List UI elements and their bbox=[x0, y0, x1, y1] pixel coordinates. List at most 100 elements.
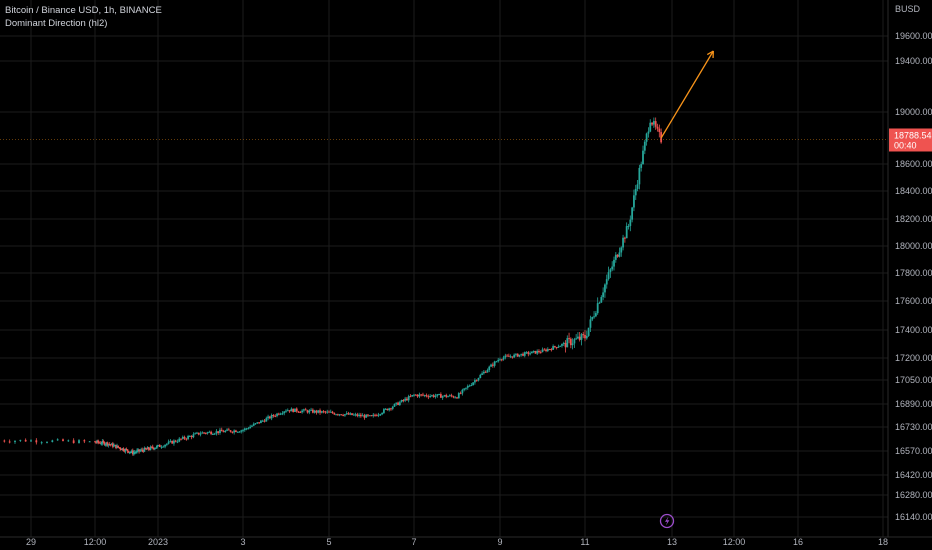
candle-body bbox=[465, 387, 467, 389]
candle-body bbox=[125, 448, 128, 450]
candle-body bbox=[585, 335, 588, 339]
candle-body bbox=[156, 445, 158, 448]
candle-body bbox=[561, 343, 563, 346]
price-tick-label: 18200.00 bbox=[895, 214, 932, 224]
chart-legend: Bitcoin / Binance USD, 1h, BINANCE Domin… bbox=[5, 4, 162, 30]
candle-body bbox=[113, 445, 115, 447]
candle-body bbox=[616, 254, 619, 257]
candle-body bbox=[152, 448, 155, 450]
indicator-label[interactable]: Dominant Direction (hl2) bbox=[5, 18, 108, 29]
candle-body bbox=[372, 414, 375, 416]
candle-body bbox=[418, 394, 421, 397]
candle-body bbox=[286, 410, 289, 412]
candle-body bbox=[96, 440, 98, 443]
price-tick-label: 19600.00 bbox=[895, 31, 932, 41]
candle-body bbox=[445, 395, 448, 397]
candle-body bbox=[219, 429, 221, 433]
candle-body bbox=[297, 411, 300, 413]
candle-body bbox=[162, 446, 165, 448]
candle-body bbox=[550, 349, 553, 351]
candle-body bbox=[472, 382, 475, 385]
candle-body bbox=[320, 411, 323, 413]
candle-body bbox=[138, 449, 140, 452]
candle-body bbox=[447, 396, 449, 398]
candle-body bbox=[623, 237, 626, 239]
candle-body bbox=[640, 164, 643, 168]
candle-body bbox=[484, 371, 487, 373]
candle-body bbox=[656, 126, 659, 129]
candle-body bbox=[622, 237, 624, 248]
candle-body bbox=[190, 435, 193, 438]
candle-body bbox=[497, 359, 500, 362]
candle-body bbox=[143, 447, 146, 452]
candle-body bbox=[429, 395, 432, 398]
candle-body bbox=[319, 410, 321, 413]
candle-body bbox=[481, 373, 483, 375]
candle-body bbox=[208, 431, 211, 433]
candle-body bbox=[67, 440, 70, 442]
candle-body bbox=[529, 353, 532, 355]
candle-body bbox=[381, 412, 384, 415]
trend-arrow bbox=[660, 50, 714, 139]
candlestick-series bbox=[3, 117, 663, 456]
candle-body bbox=[352, 414, 355, 416]
candle-body bbox=[443, 395, 446, 397]
candle-body bbox=[618, 252, 621, 257]
candle-body bbox=[534, 350, 537, 354]
candle-body bbox=[279, 413, 282, 415]
price-axis[interactable]: BUSD 19600.00 19400.00 19000.00 18600.00 1840… bbox=[887, 0, 932, 537]
candle-body bbox=[571, 343, 574, 346]
candle-body bbox=[382, 409, 385, 413]
candle-body bbox=[634, 188, 637, 196]
candle-body bbox=[243, 428, 246, 431]
arrow-head bbox=[706, 50, 714, 56]
time-tick-label: 2023 bbox=[148, 537, 168, 547]
candle-body bbox=[344, 414, 346, 416]
candle-body bbox=[379, 414, 382, 416]
candle-body bbox=[577, 336, 579, 339]
candle-body bbox=[552, 346, 555, 350]
candle-body bbox=[488, 366, 491, 371]
price-tick-label: 16280.00 bbox=[895, 490, 932, 500]
candle-body bbox=[631, 207, 634, 220]
symbol-title[interactable]: Bitcoin / Binance USD, 1h, BINANCE bbox=[5, 5, 162, 16]
candle-body bbox=[260, 420, 262, 424]
candle-body bbox=[120, 449, 123, 451]
candle-body bbox=[329, 411, 332, 413]
candle-body bbox=[148, 449, 151, 451]
candle-body bbox=[553, 346, 556, 348]
candle-body bbox=[602, 292, 605, 298]
time-axis[interactable]: 29 12:00 2023 3 5 7 9 11 13 12:00 16 18 bbox=[0, 536, 932, 547]
candle-body bbox=[99, 442, 102, 444]
candle-body bbox=[649, 122, 652, 132]
candle-body bbox=[144, 447, 147, 449]
time-tick-label: 7 bbox=[411, 537, 416, 547]
lightning-icon[interactable] bbox=[659, 513, 675, 529]
candle-body bbox=[359, 414, 362, 417]
candle-body bbox=[568, 338, 570, 340]
candle-body bbox=[548, 349, 551, 351]
candle-body bbox=[658, 128, 661, 133]
candle-body bbox=[589, 319, 592, 328]
candle-body bbox=[582, 334, 585, 336]
candle-body bbox=[116, 445, 118, 449]
candle-body bbox=[160, 446, 163, 448]
candle-body bbox=[164, 444, 166, 447]
candle-body bbox=[555, 347, 558, 349]
candle-body bbox=[236, 431, 239, 433]
price-tick-label: 19000.00 bbox=[895, 107, 932, 117]
candle-body bbox=[140, 449, 143, 451]
time-tick-label: 13 bbox=[667, 537, 677, 547]
candle-body bbox=[614, 254, 617, 260]
candle-body bbox=[349, 413, 352, 415]
candle-body bbox=[240, 430, 243, 432]
candle-body bbox=[638, 167, 641, 185]
candle-body bbox=[150, 446, 153, 448]
candle-body bbox=[604, 284, 606, 293]
candle-body bbox=[596, 303, 599, 314]
candle-body bbox=[611, 266, 614, 270]
price-tick-label: 18000.00 bbox=[895, 241, 932, 251]
candle-body bbox=[333, 413, 336, 415]
candle-body bbox=[491, 364, 494, 366]
